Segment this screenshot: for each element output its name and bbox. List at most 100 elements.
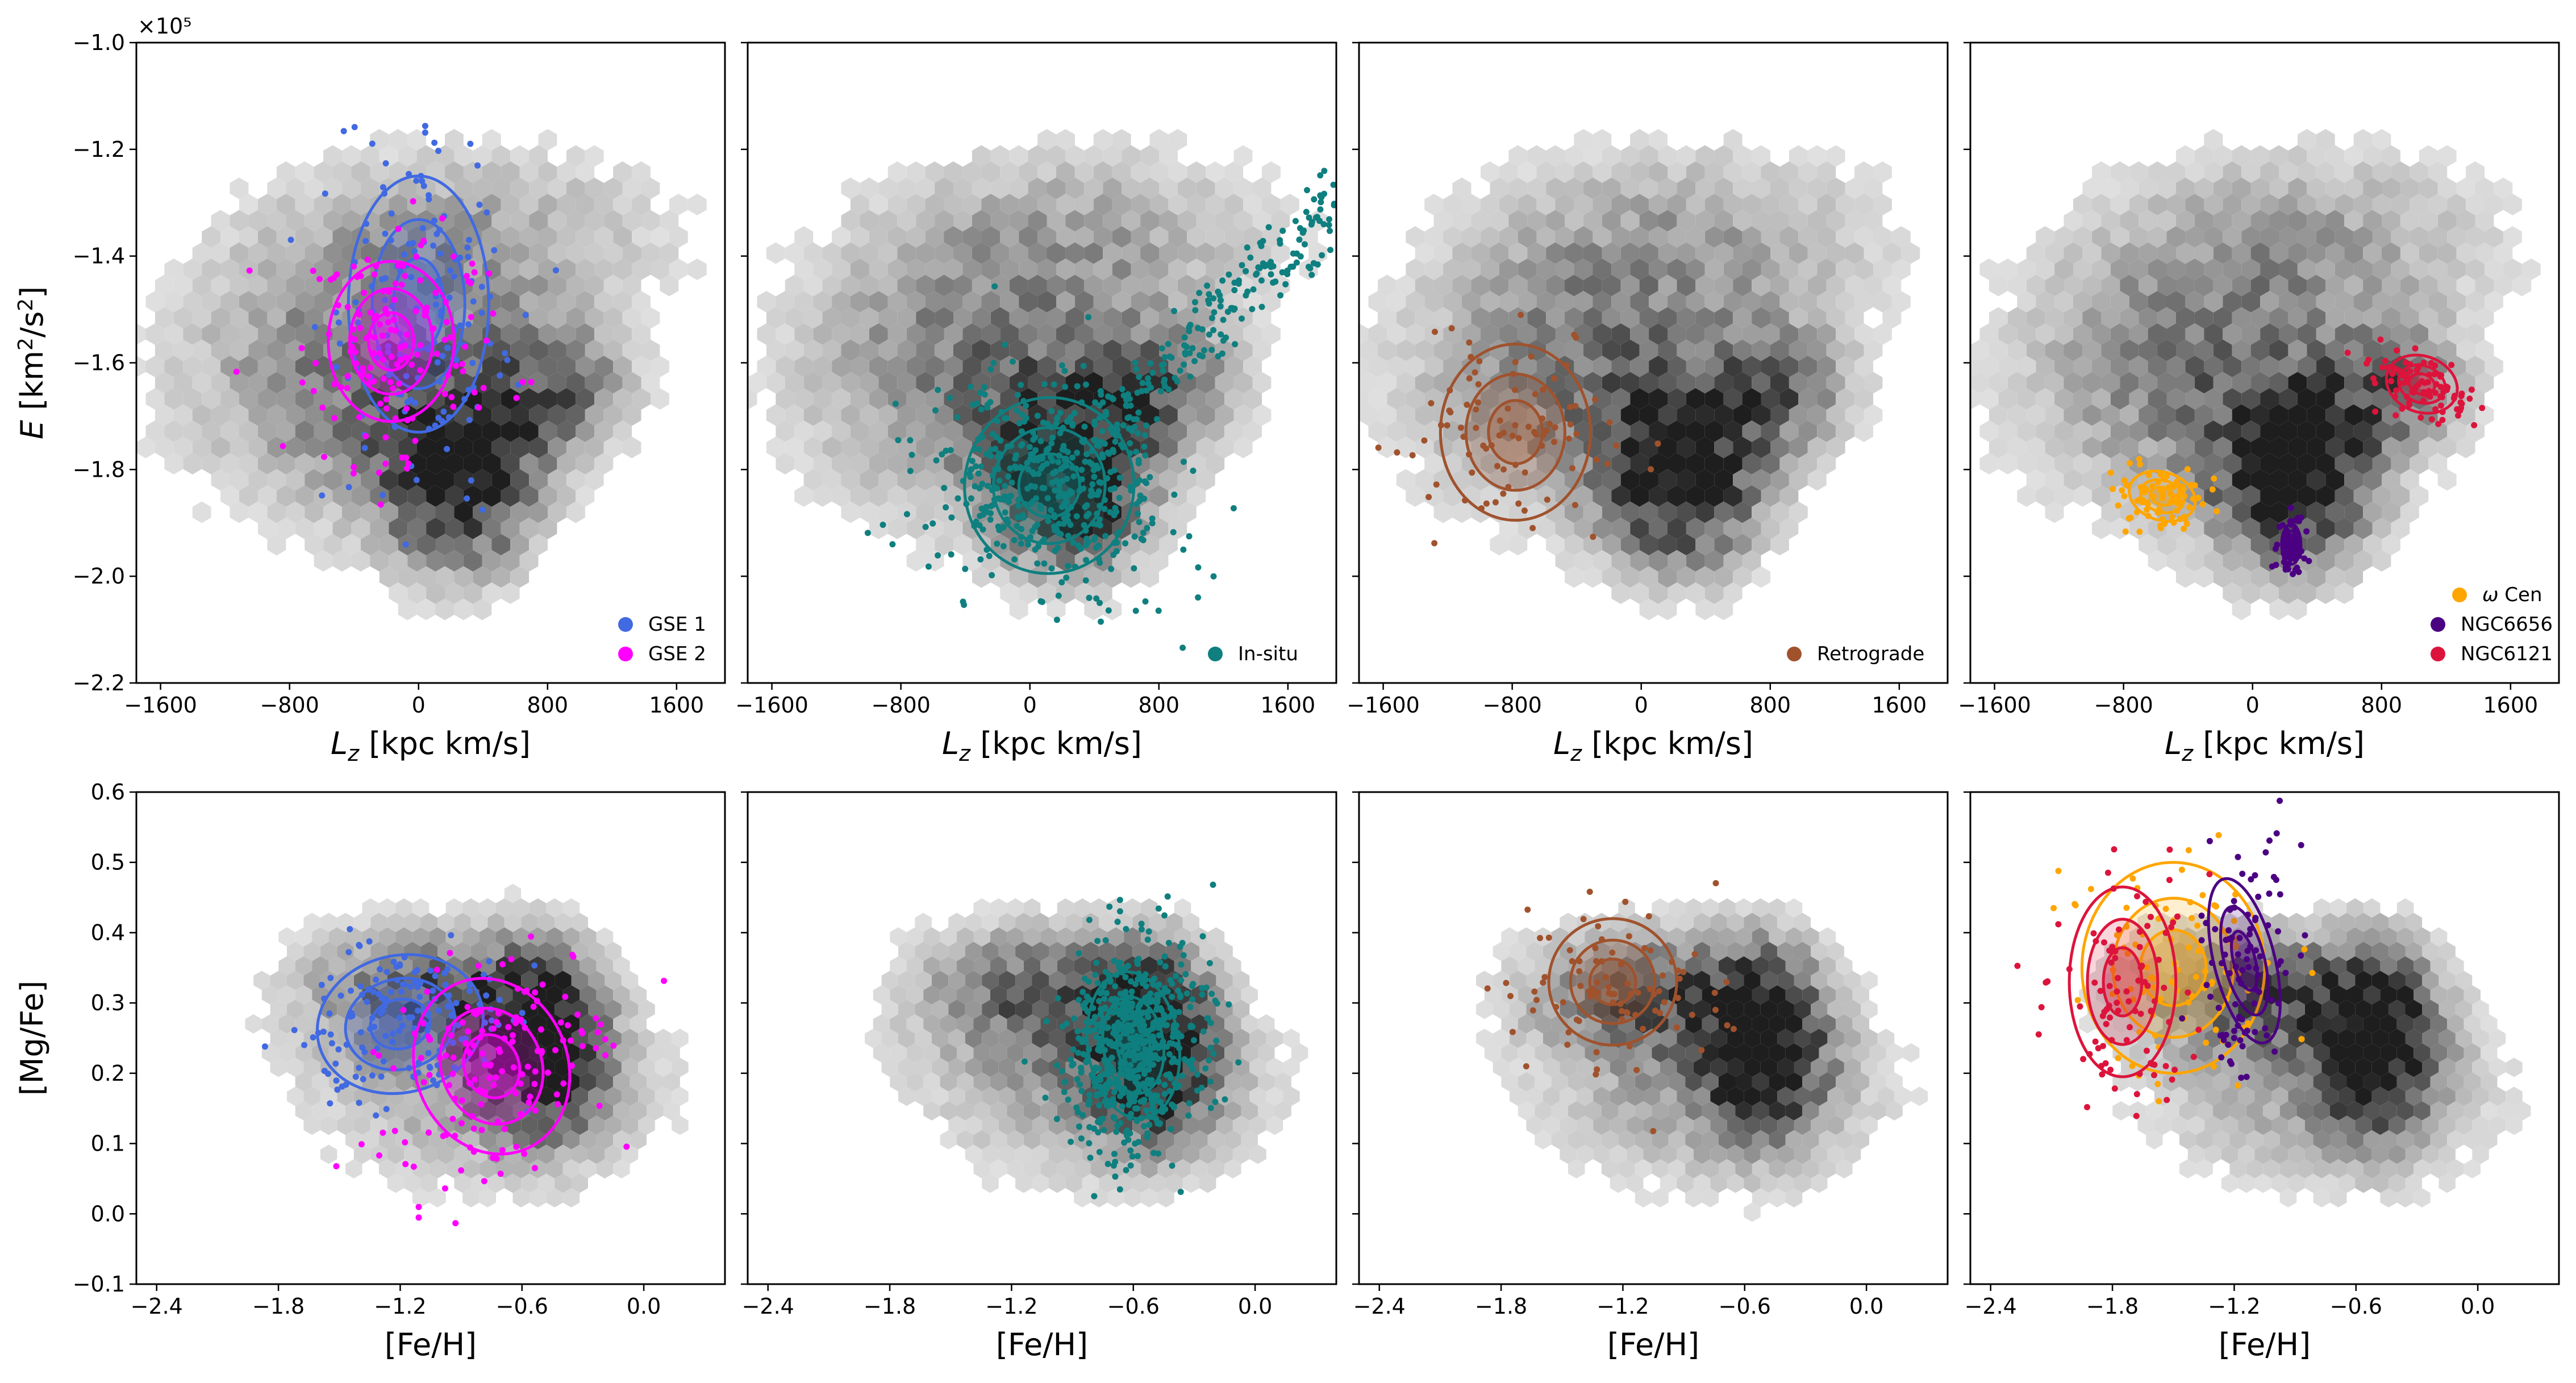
density-bin: [276, 485, 295, 507]
contour-line: [1017, 452, 1081, 519]
density-bin: [851, 388, 869, 410]
density-bin: [1686, 291, 1705, 313]
data-point: [472, 1076, 478, 1083]
density-bin: [1752, 145, 1770, 167]
data-point: [1089, 481, 1096, 488]
density-bin: [2091, 161, 2111, 183]
data-point: [1123, 402, 1129, 409]
density-bin: [412, 1130, 430, 1149]
data-point: [1133, 416, 1140, 423]
density-bin: [832, 259, 851, 280]
data-point: [570, 953, 577, 960]
density-bin: [2307, 469, 2326, 491]
density-bin: [155, 404, 174, 426]
data-point: [471, 389, 478, 395]
density-bin: [2269, 177, 2289, 199]
density-bin: [529, 274, 548, 297]
density-bin: [1752, 177, 1770, 199]
data-point: [1122, 540, 1128, 547]
density-bin: [2091, 388, 2111, 410]
density-bin: [2391, 420, 2410, 442]
density-bin: [1000, 291, 1019, 313]
density-bin: [1602, 242, 1621, 264]
data-point: [1648, 466, 1654, 473]
data-point: [1010, 358, 1016, 365]
density-bin: [501, 485, 520, 507]
density-bin: [1415, 274, 1434, 297]
density-bin: [594, 226, 614, 248]
density-bin: [323, 501, 342, 523]
density-bin: [519, 356, 539, 377]
density-bin: [303, 942, 320, 961]
density-bin: [860, 372, 879, 394]
density-bin: [2166, 323, 2186, 345]
density-bin: [1243, 194, 1262, 215]
data-point: [396, 1027, 403, 1034]
density-bin: [2437, 210, 2457, 232]
density-bin: [2101, 274, 2120, 297]
density-bin: [2082, 210, 2102, 232]
density-bin: [2363, 436, 2382, 459]
density-bin: [1028, 307, 1047, 329]
density-bin: [2250, 404, 2270, 426]
density-bin: [2494, 177, 2513, 199]
density-bin: [1047, 177, 1066, 199]
data-point: [407, 984, 414, 990]
series-gse-2: [333, 933, 668, 1227]
density-bin: [916, 501, 935, 523]
density-bin: [1574, 550, 1593, 572]
density-bin: [1555, 291, 1574, 313]
density-bin: [2260, 323, 2279, 345]
density-bin: [370, 453, 389, 474]
data-point: [2184, 466, 2191, 473]
data-point: [1083, 557, 1089, 564]
density-bin: [1107, 927, 1124, 947]
density-bin: [1462, 194, 1481, 215]
data-point: [531, 962, 538, 969]
data-point: [1136, 519, 1143, 526]
data-point: [1179, 644, 1186, 651]
data-point: [1433, 481, 1440, 488]
data-point: [1038, 465, 1045, 472]
density-bin: [426, 485, 445, 507]
density-bin: [1998, 259, 2018, 280]
data-point: [1012, 455, 1019, 462]
density-bin: [1761, 226, 1780, 248]
density-bin: [1084, 566, 1103, 588]
density-bin: [1387, 356, 1406, 377]
data-point: [864, 530, 871, 536]
data-point: [2290, 570, 2296, 577]
density-bin: [1752, 210, 1770, 232]
data-point: [1019, 411, 1026, 418]
density-bin: [832, 356, 851, 377]
density-bin: [1649, 356, 1668, 377]
density-bin: [389, 550, 408, 572]
density-bin: [890, 927, 907, 947]
density-bin: [2288, 145, 2307, 167]
density-bin: [803, 404, 823, 426]
density-bin: [1452, 242, 1472, 264]
density-bin: [794, 388, 814, 410]
data-point: [1447, 409, 1454, 416]
density-bin: [351, 194, 370, 215]
density-bin: [1007, 985, 1024, 1005]
density-bin: [445, 518, 464, 539]
density-bin: [897, 372, 916, 394]
data-point: [1029, 469, 1036, 476]
density-bin: [1168, 453, 1187, 474]
density-bin: [1037, 518, 1056, 539]
density-bin: [2344, 372, 2364, 394]
density-bin: [1007, 927, 1024, 947]
data-point: [413, 177, 420, 184]
density-bin: [164, 291, 184, 313]
data-point: [1205, 297, 1212, 303]
density-bin: [1359, 339, 1378, 361]
data-point: [1099, 451, 1106, 458]
density-bin: [1536, 291, 1556, 313]
density-bin: [1901, 242, 1920, 264]
density-bin: [1789, 436, 1808, 459]
data-point: [405, 460, 412, 466]
density-bin: [973, 985, 990, 1005]
density-bin: [529, 242, 548, 264]
density-bin: [860, 436, 879, 459]
